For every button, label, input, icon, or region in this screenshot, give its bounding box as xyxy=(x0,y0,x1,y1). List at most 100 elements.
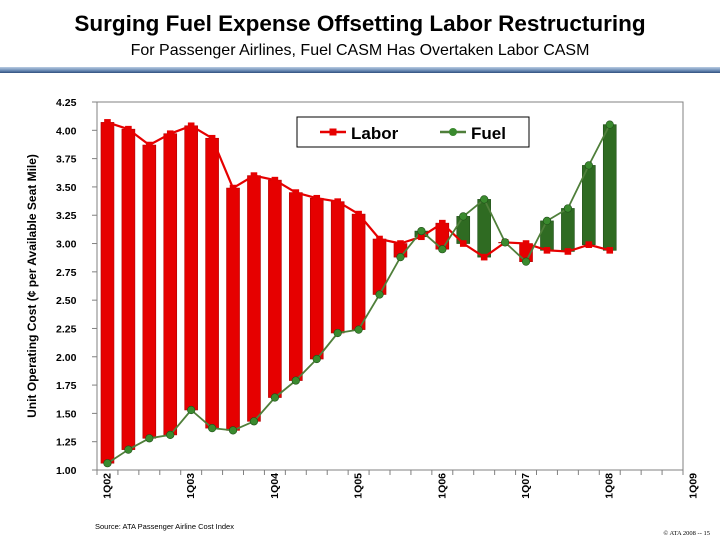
y-tick-label: 3.75 xyxy=(56,154,77,166)
gap-bar xyxy=(184,125,198,411)
labor-point xyxy=(355,210,362,218)
labor-point xyxy=(522,240,530,247)
axis-layer: 1.00 1.25 1.50 1.75 2.00 2.25 2.50 2.75 3.00 3.25… xyxy=(25,97,700,499)
gap-bar xyxy=(226,187,240,431)
chart-title: Surging Fuel Expense Offsetting Labor Re… xyxy=(74,11,646,36)
labor-point xyxy=(104,119,111,126)
fuel-point xyxy=(417,226,426,236)
legend-labor-label: Labor xyxy=(351,124,399,143)
legend-fuel-label: Fuel xyxy=(471,124,506,143)
fuel-point xyxy=(542,216,552,225)
labor-point xyxy=(125,125,132,133)
fuel-point xyxy=(291,376,300,385)
labor-point xyxy=(606,247,614,254)
fuel-point xyxy=(563,204,572,213)
y-tick-label: 1.75 xyxy=(56,380,77,392)
fuel-point xyxy=(438,245,447,254)
y-tick-label: 3.25 xyxy=(56,210,77,222)
labor-point xyxy=(334,198,341,205)
fuel-point xyxy=(187,405,196,415)
fuel-point xyxy=(333,328,342,338)
title-divider xyxy=(0,67,720,73)
gap-bar xyxy=(268,179,282,398)
gap-bar xyxy=(540,220,554,251)
y-tick-label: 1.50 xyxy=(56,408,77,420)
labor-point xyxy=(313,194,321,202)
y-tick-label: 1.25 xyxy=(56,437,77,449)
labor-point xyxy=(585,241,593,248)
y-tick-label: 4.25 xyxy=(56,97,77,109)
gap-bar xyxy=(121,128,136,450)
gap-bar xyxy=(582,165,596,245)
gap-bar xyxy=(100,122,115,464)
labor-point xyxy=(187,122,195,130)
y-tick-label: 2.50 xyxy=(56,295,77,307)
gap-bar xyxy=(289,192,303,381)
fuel-point xyxy=(605,120,614,129)
gap-bar xyxy=(309,197,324,360)
gap-bar xyxy=(351,213,366,330)
fuel-point xyxy=(459,212,468,221)
fuel-point xyxy=(124,445,133,454)
labor-point xyxy=(208,134,216,142)
x-tick-label: 1Q05 xyxy=(353,473,365,499)
fuel-point xyxy=(312,354,321,364)
y-tick-label: 2.00 xyxy=(56,352,77,364)
legend-fuel-marker xyxy=(449,128,457,136)
fuel-point xyxy=(228,426,238,435)
x-tick-label: 1Q09 xyxy=(688,473,700,499)
x-tick-label: 1Q07 xyxy=(520,473,532,499)
x-tick-label: 1Q08 xyxy=(604,473,616,499)
fuel-point xyxy=(166,430,175,439)
labor-point xyxy=(397,240,404,247)
fuel-point xyxy=(480,195,489,204)
labor-point xyxy=(229,184,237,192)
y-axis-title: Unit Operating Cost (¢ per Available Sea… xyxy=(25,154,39,418)
copyright-note: © ATA 2008 -- 15 xyxy=(663,530,710,537)
fuel-point xyxy=(354,325,363,334)
labor-point xyxy=(480,253,488,261)
labor-point xyxy=(271,176,279,184)
fuel-point xyxy=(103,459,112,468)
labor-point xyxy=(543,247,551,254)
x-tick-label: 1Q06 xyxy=(436,473,448,499)
gap-bar xyxy=(205,137,219,429)
labor-point xyxy=(376,235,383,243)
x-tick-label: 1Q04 xyxy=(269,473,281,499)
labor-point xyxy=(166,130,174,138)
y-tick-label: 3.50 xyxy=(56,182,77,194)
chart-subtitle: For Passenger Airlines, Fuel CASM Has Ov… xyxy=(130,42,590,59)
x-tick-label: 1Q02 xyxy=(102,473,114,499)
labor-point xyxy=(564,248,572,255)
gap-bar xyxy=(602,124,617,251)
gap-bar xyxy=(247,175,261,422)
fuel-point xyxy=(396,253,405,262)
legend-labor-marker xyxy=(329,128,337,136)
y-tick-label: 3.00 xyxy=(56,239,77,251)
fuel-point xyxy=(270,393,279,402)
y-tick-label: 2.25 xyxy=(56,323,77,335)
source-note: Source: ATA Passenger Airline Cost Index xyxy=(95,522,234,531)
fuel-point xyxy=(249,417,259,426)
y-tick-label: 4.00 xyxy=(56,125,77,137)
labor-point xyxy=(439,219,446,227)
gap-bar xyxy=(163,133,178,436)
y-tick-label: 2.75 xyxy=(56,267,77,279)
gap-bar xyxy=(561,208,575,252)
labor-point xyxy=(250,172,258,179)
fuel-point xyxy=(145,434,154,443)
series-layer xyxy=(103,119,614,468)
x-tick-label: 1Q03 xyxy=(185,473,197,499)
gap-bar xyxy=(330,201,345,334)
labor-point xyxy=(292,189,300,196)
fuel-point xyxy=(375,290,384,299)
fuel-point xyxy=(208,424,217,433)
y-tick-label: 1.00 xyxy=(56,465,77,477)
labor-point xyxy=(418,233,425,241)
fuel-point xyxy=(521,257,531,266)
gap-bars xyxy=(100,122,617,464)
labor-point xyxy=(459,240,467,247)
fuel-point xyxy=(584,161,593,170)
gap-bar xyxy=(142,144,157,439)
